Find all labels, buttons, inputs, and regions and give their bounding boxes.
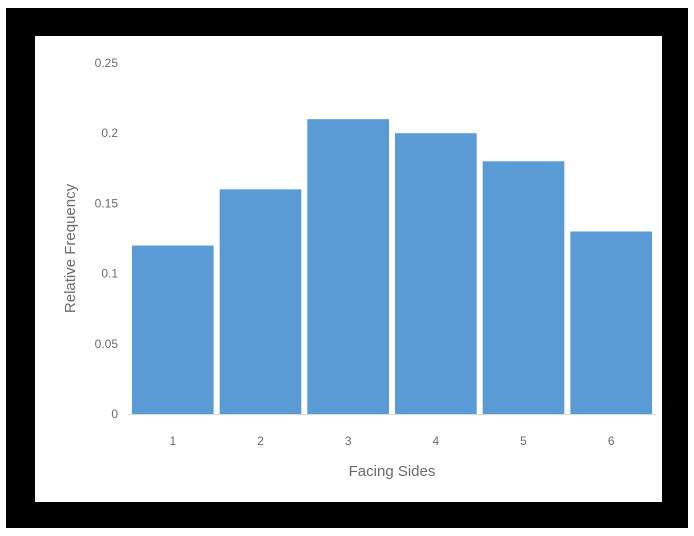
y-tick-label: 0.25 (95, 56, 119, 70)
bar-2 (219, 189, 302, 414)
y-axis-title: Relative Frequency (62, 183, 79, 313)
bars (132, 119, 652, 414)
bar-3 (307, 119, 389, 414)
y-tick-label: 0 (111, 407, 118, 421)
y-tick-label: 0.2 (101, 126, 118, 140)
x-tick-label: 4 (432, 434, 439, 448)
y-tick-label: 0.15 (95, 196, 119, 210)
x-axis-ticks: 1 2 3 4 5 6 (169, 434, 614, 448)
bar-6 (570, 231, 652, 414)
x-axis-title: Facing Sides (349, 463, 436, 480)
bar-4 (395, 133, 477, 414)
y-tick-label: 0.05 (95, 337, 119, 351)
y-tick-label: 0.1 (101, 267, 118, 281)
bar-5 (482, 161, 565, 414)
x-tick-label: 1 (169, 434, 176, 448)
x-tick-label: 3 (345, 434, 352, 448)
x-tick-label: 2 (257, 434, 264, 448)
x-tick-label: 6 (608, 434, 615, 448)
bar-1 (132, 245, 214, 414)
x-tick-label: 5 (520, 434, 527, 448)
y-axis-ticks: 0 0.05 0.1 0.15 0.2 0.25 (95, 56, 119, 421)
